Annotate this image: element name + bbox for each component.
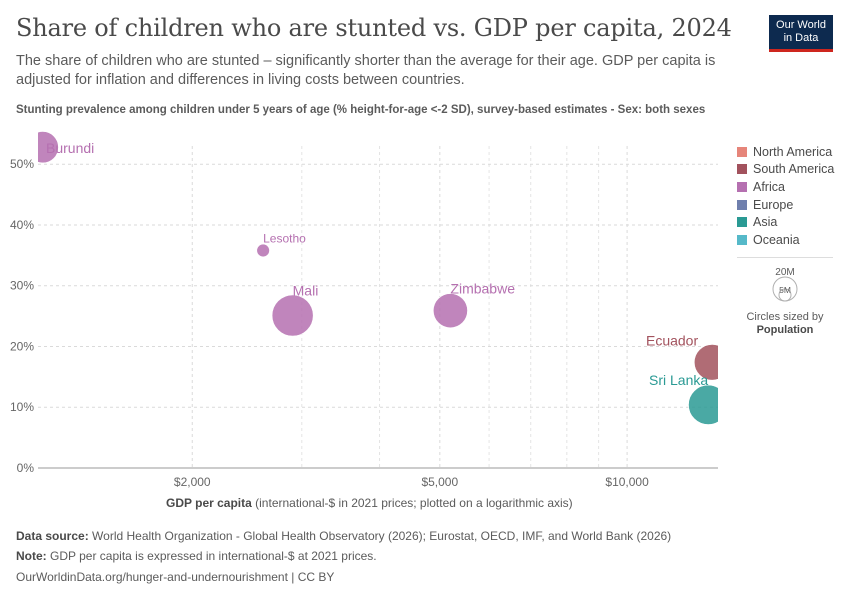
y-tick-label: 10% bbox=[10, 400, 34, 414]
size-label-large: 20M bbox=[775, 267, 794, 278]
legend-swatch bbox=[737, 234, 747, 245]
legend-label: Asia bbox=[753, 215, 778, 230]
chart-subtitle: The share of children who are stunted – … bbox=[16, 53, 716, 88]
legend-swatch bbox=[737, 181, 747, 192]
region-legend: North America South America Africa Europe As… bbox=[737, 143, 834, 249]
chart-title: Share of children who are stunted vs. GD… bbox=[16, 14, 732, 42]
point-label: Lesotho bbox=[263, 231, 306, 245]
y-tick-label: 40% bbox=[10, 218, 34, 232]
footer-source: Data source: World Health Organization -… bbox=[16, 529, 671, 543]
y-axis-title: Stunting prevalence among children under… bbox=[16, 104, 706, 116]
legend-label: Oceania bbox=[753, 232, 800, 247]
point-mali bbox=[271, 294, 314, 337]
logo-line-1: Our World bbox=[776, 19, 826, 31]
point-label: Ecuador bbox=[646, 332, 698, 348]
legend-swatch bbox=[737, 146, 747, 157]
legend-item[interactable]: Africa bbox=[737, 178, 834, 196]
point-label: Burundi bbox=[46, 140, 94, 156]
legend-label: South America bbox=[753, 162, 835, 177]
legend-label: Africa bbox=[753, 179, 785, 194]
legend-swatch bbox=[737, 217, 747, 228]
footer-note: Note: GDP per capita is expressed in int… bbox=[16, 549, 377, 563]
size-label-small: 5M bbox=[779, 285, 791, 295]
legend-item[interactable]: Asia bbox=[737, 213, 834, 231]
note-label: Note: bbox=[16, 549, 47, 563]
legend-swatch bbox=[737, 164, 747, 175]
legend-label: North America bbox=[753, 144, 833, 159]
legend-item[interactable]: Europe bbox=[737, 196, 834, 214]
x-axis-title-rest: (international-$ in 2021 prices; plotted… bbox=[251, 496, 573, 510]
size-caption-line2: Population bbox=[756, 324, 814, 336]
x-axis-title-bold: GDP per capita bbox=[166, 496, 252, 510]
point-lesotho bbox=[256, 243, 270, 258]
point-label: Sri Lanka bbox=[649, 372, 708, 388]
owid-logo[interactable]: Our World in Data bbox=[769, 15, 833, 52]
legend-label: Europe bbox=[753, 197, 794, 212]
size-legend-circles: 20M 5M bbox=[772, 267, 798, 302]
x-tick-label: $2,000 bbox=[174, 475, 211, 489]
size-caption-line1: Circles sized by bbox=[746, 311, 824, 323]
y-tick-label: 20% bbox=[10, 339, 34, 353]
source-label: Data source: bbox=[16, 529, 89, 543]
legend-item[interactable]: South America bbox=[737, 161, 834, 179]
point-label: Mali bbox=[293, 283, 319, 299]
footer-url[interactable]: OurWorldinData.org/hunger-and-undernouri… bbox=[16, 570, 335, 584]
point-burundi bbox=[38, 131, 59, 164]
y-tick-label: 50% bbox=[10, 157, 34, 171]
legend-item[interactable]: North America bbox=[737, 143, 834, 161]
source-text: World Health Organization - Global Healt… bbox=[88, 529, 672, 543]
x-tick-label: $5,000 bbox=[421, 475, 458, 489]
note-text: GDP per capita is expressed in internati… bbox=[46, 549, 377, 563]
y-tick-label: 0% bbox=[17, 461, 35, 475]
point-label: Zimbabwe bbox=[450, 281, 515, 297]
x-tick-label: $10,000 bbox=[605, 475, 649, 489]
point-ecuador bbox=[693, 344, 718, 381]
size-circle-small bbox=[778, 288, 792, 302]
y-tick-label: 30% bbox=[10, 279, 34, 293]
legend-item[interactable]: Oceania bbox=[737, 231, 834, 249]
size-caption: Circles sized by Population bbox=[737, 311, 833, 337]
logo-line-2: in Data bbox=[783, 32, 819, 44]
point-zimbabwe bbox=[433, 293, 468, 329]
size-legend: 20M 5M Circles sized by Population bbox=[737, 257, 833, 337]
point-sri-lanka bbox=[688, 384, 718, 425]
legend-swatch bbox=[737, 199, 747, 210]
